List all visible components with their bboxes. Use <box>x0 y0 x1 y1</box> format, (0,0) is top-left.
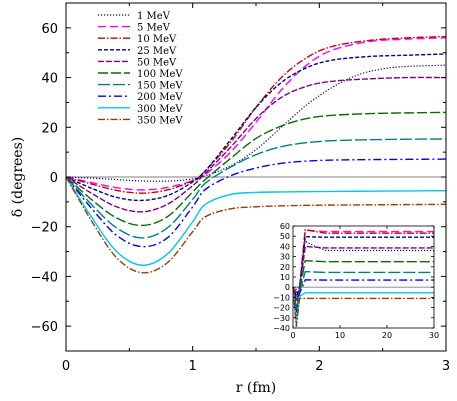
inset-y-tick-label: −30 <box>273 314 290 323</box>
inset-y-tick-label: −20 <box>273 304 290 313</box>
inset-y-tick-label: 40 <box>280 242 290 251</box>
legend-label-350-mev: 350 MeV <box>137 115 183 126</box>
series-line-5-mev <box>65 37 447 191</box>
series-line-25-mev <box>65 53 447 202</box>
x-tick-label: 2 <box>315 359 323 374</box>
inset-y-tick-label: 50 <box>280 232 290 241</box>
series-line-150-mev <box>65 138 447 239</box>
inset-series-line-10-mev <box>292 228 434 295</box>
y-tick-label: 0 <box>50 171 58 186</box>
inset-y-tick-label: 30 <box>280 253 290 262</box>
legend-label-1-mev: 1 MeV <box>137 11 171 22</box>
x-tick-label: 1 <box>189 359 197 374</box>
x-tick-label: 0 <box>62 359 70 374</box>
series-lines <box>65 35 447 274</box>
inset-y-tick-label: 20 <box>280 263 290 272</box>
legend-label-200-mev: 200 MeV <box>137 92 183 103</box>
inset-x-tick-label: 0 <box>290 331 295 340</box>
y-tick-label: −20 <box>31 221 58 236</box>
legend-label-10-mev: 10 MeV <box>137 34 177 45</box>
inset-series-line-1-mev <box>292 240 434 290</box>
series-line-50-mev <box>65 76 447 213</box>
inset-y-tick-label: −10 <box>273 293 290 302</box>
series-line-200-mev <box>65 158 447 248</box>
inset-series-line-50-mev <box>292 245 434 303</box>
inset-background <box>293 226 434 328</box>
y-tick-label: −60 <box>31 320 58 335</box>
axis-ticks: 0 1 2 3 −60 −40 −20 0 20 40 60 <box>31 3 450 374</box>
y-tick-label: 40 <box>41 72 58 87</box>
legend-label-100-mev: 100 MeV <box>137 69 183 80</box>
x-axis-title: r (fm) <box>236 380 277 396</box>
series-line-10-mev <box>65 35 447 194</box>
series-line-300-mev <box>65 176 447 266</box>
y-tick-label: 60 <box>41 22 58 37</box>
series-line-350-mev <box>65 176 447 274</box>
legend-label-300-mev: 300 MeV <box>137 104 183 115</box>
inset-series-line-350-mev <box>292 287 434 328</box>
inset-y-tick-label: 60 <box>280 222 290 231</box>
inset-x-tick-label: 20 <box>382 331 392 340</box>
inset-x-tick-label: 30 <box>429 331 439 340</box>
y-tick-label: −40 <box>31 270 58 285</box>
inset-y-tick-label: 0 <box>285 283 290 292</box>
legend-label-150-mev: 150 MeV <box>137 81 183 92</box>
x-tick-label: 3 <box>442 359 450 374</box>
legend-label-25-mev: 25 MeV <box>137 46 177 57</box>
series-line-1-mev <box>65 64 447 182</box>
legend-label-50-mev: 50 MeV <box>137 57 177 68</box>
y-tick-label: 20 <box>41 121 58 136</box>
inset-x-tick-label: 10 <box>335 331 345 340</box>
inset-series-line-25-mev <box>292 236 434 298</box>
y-axis-title: δ (degrees) <box>10 137 26 217</box>
inset-y-tick-label: −40 <box>273 324 290 333</box>
inset-y-tick-label: 10 <box>280 273 290 282</box>
series-line-100-mev <box>65 111 447 227</box>
legend-label-5-mev: 5 MeV <box>137 23 171 34</box>
